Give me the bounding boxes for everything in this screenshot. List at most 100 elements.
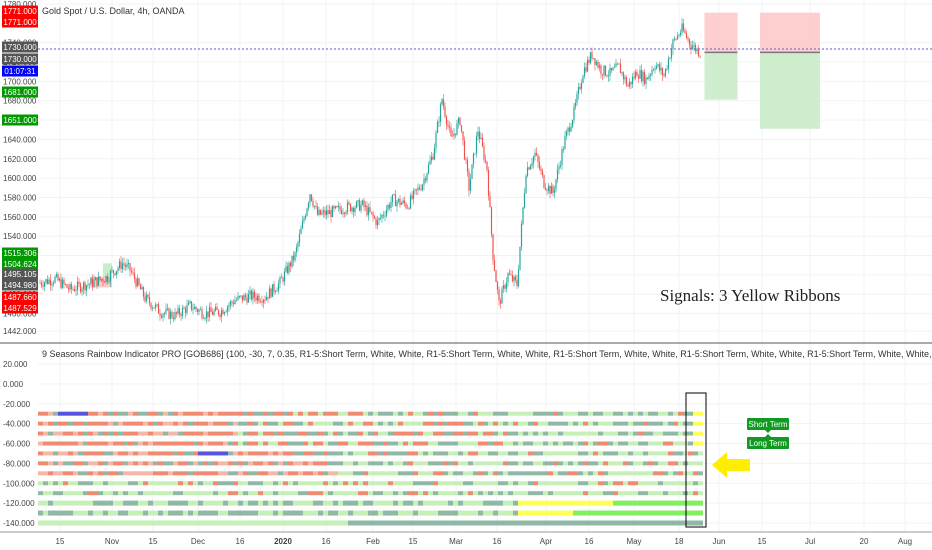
candle-body	[324, 210, 326, 216]
ribbon-segment	[153, 500, 158, 506]
ribbon-segment	[663, 481, 668, 486]
ribbon-segment	[453, 500, 458, 506]
ribbon-segment	[318, 510, 323, 516]
ribbon-segment	[48, 481, 53, 486]
ribbon-segment	[88, 411, 93, 416]
ribbon-segment	[383, 510, 388, 516]
ribbon-segment	[118, 411, 123, 416]
ribbon-segment	[348, 520, 353, 526]
ribbon-segment	[333, 461, 338, 466]
ribbon-segment	[73, 411, 78, 416]
ribbon-segment	[178, 461, 183, 466]
ribbon-segment	[248, 431, 253, 436]
ribbon-segment	[228, 431, 233, 436]
ribbon-segment	[463, 421, 468, 426]
ribbon-segment	[118, 520, 123, 526]
candle-body	[210, 307, 212, 312]
candle-body	[514, 276, 517, 280]
candle-body	[621, 72, 623, 74]
long-term-button[interactable]: Long Term	[747, 437, 789, 449]
ribbon-segment	[538, 431, 543, 436]
candle-body	[297, 242, 299, 247]
ribbon-segment	[163, 461, 168, 466]
ribbon-segment	[428, 510, 433, 516]
candle-body	[628, 81, 631, 87]
ribbon-segment	[693, 520, 698, 526]
ribbon-segment	[528, 481, 533, 486]
ribbon-segment	[383, 421, 388, 426]
ribbon-segment	[363, 411, 368, 416]
ribbon-segment	[198, 411, 203, 416]
candle-body	[100, 279, 103, 281]
candle-body	[487, 170, 490, 196]
ribbon-segment	[573, 500, 578, 506]
candle-body	[238, 296, 241, 297]
ribbon-segment	[63, 510, 68, 516]
candle-body	[445, 116, 448, 125]
ribbon-segment	[623, 500, 628, 506]
ribbon-segment	[38, 431, 43, 436]
ribbon-segment	[613, 461, 618, 466]
ribbon-segment	[538, 471, 543, 476]
ribbon-segment	[88, 491, 93, 496]
ribbon-segment	[383, 461, 388, 466]
candle-body	[328, 210, 331, 215]
ribbon-segment	[528, 411, 533, 416]
ribbon-segment	[78, 500, 83, 506]
ribbon-segment	[578, 461, 583, 466]
ribbon-segment	[203, 491, 208, 496]
ribbon-segment	[238, 441, 243, 446]
ribbon-segment	[608, 510, 613, 516]
candle-body	[57, 274, 59, 281]
candle-body	[177, 308, 179, 314]
ribbon-segment	[58, 411, 63, 416]
time-tick-label: 16	[585, 537, 594, 546]
ribbon-segment	[323, 421, 328, 426]
candle-body	[624, 77, 626, 80]
ribbon-segment	[308, 491, 313, 496]
candle-body	[631, 76, 634, 85]
ribbon-segment	[563, 471, 568, 476]
indicator-axis[interactable]: 20.0000.000-20.000-40.000-60.000-80.000-…	[3, 360, 35, 528]
ribbon-segment	[118, 421, 123, 426]
ribbon-segment	[63, 441, 68, 446]
ribbon-segment	[693, 451, 698, 456]
ribbon-segment	[628, 421, 633, 426]
ribbon-segment	[453, 471, 458, 476]
ribbon-segment	[548, 451, 553, 456]
ribbon-segment	[583, 481, 588, 486]
ribbon-segment	[258, 481, 263, 486]
candle-body	[352, 207, 355, 213]
ribbon-segment	[663, 421, 668, 426]
candle-body	[637, 76, 640, 79]
ribbon-segment	[98, 520, 103, 526]
ribbon-segment	[518, 491, 523, 496]
ribbon-segment	[398, 411, 403, 416]
candle-body	[399, 198, 401, 205]
ribbon-segment	[693, 510, 698, 516]
ribbon-segment	[83, 411, 88, 416]
time-axis[interactable]: 15 Nov 15 Dec 16 2020 16 Feb 15 Mar 16 Apr 16 May 18 Ju…	[56, 537, 913, 546]
ribbon-segment	[278, 510, 283, 516]
short-term-button[interactable]: Short Term	[747, 418, 789, 430]
ribbon-segment	[543, 461, 548, 466]
ribbon-segment	[53, 421, 58, 426]
ribbon-segment	[273, 431, 278, 436]
ribbon-segment	[393, 431, 398, 436]
ribbon-segment	[103, 431, 108, 436]
candle-body	[561, 149, 563, 166]
position-boxes[interactable]	[90, 12, 820, 288]
ribbon-segment	[208, 471, 213, 476]
ribbon-segment	[203, 451, 208, 456]
ribbon-segment	[158, 510, 163, 516]
ribbon-segment	[143, 461, 148, 466]
ribbon-segment	[88, 471, 93, 476]
ribbon-segment	[668, 451, 673, 456]
ribbon-segment	[113, 421, 118, 426]
ribbon-segment	[193, 431, 198, 436]
candle-body	[267, 296, 269, 299]
ribbon-segment	[213, 471, 218, 476]
ribbon-segment	[193, 481, 198, 486]
ribbon-segment	[423, 471, 428, 476]
ribbon-segment	[298, 411, 303, 416]
